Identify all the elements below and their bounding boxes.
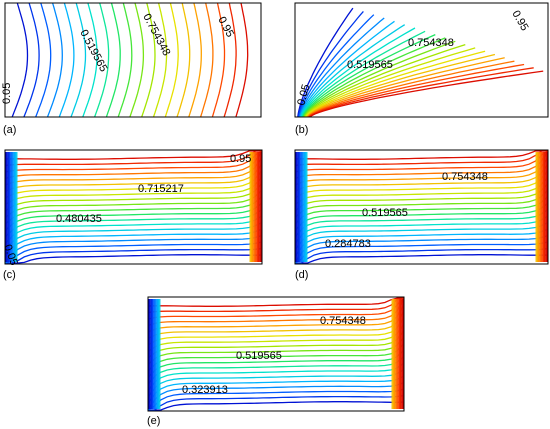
panel-c-label-2: 0.715217: [138, 183, 184, 195]
panel-c-contours: [4, 150, 263, 264]
panel-e-label-0: 0.323913: [182, 384, 228, 396]
panel-e-label-1: 0.519565: [236, 350, 282, 362]
panel-d-contours: [294, 150, 549, 264]
panel-d-caption: (d): [295, 269, 308, 281]
panel-b-label-2: 0.754348: [408, 37, 454, 49]
panel-a: 0.05 0.519565 0.754348 0.95 (a): [1, 2, 262, 136]
panel-e-frame: [147, 296, 405, 412]
panel-b-frame: [294, 2, 549, 118]
panel-b-label-1: 0.519565: [347, 59, 393, 71]
panel-e-contours: [147, 297, 405, 411]
panel-b-label-0: 0.05: [295, 83, 312, 107]
panel-a-label-2: 0.754348: [140, 12, 172, 58]
panel-c: 0.05 0.480435 0.715217 0.95 (c): [1, 149, 263, 281]
panel-b-contours: [297, 7, 544, 118]
panel-b: 0.05 0.519565 0.754348 0.95 (b): [294, 2, 549, 136]
panel-a-frame: [4, 2, 262, 118]
panel-a-caption: (a): [3, 124, 16, 136]
panel-d-label-2: 0.754348: [442, 171, 488, 183]
panel-e-label-2: 0.754348: [320, 315, 366, 327]
panel-c-caption: (c): [3, 269, 16, 281]
panel-d-label-1: 0.519565: [362, 207, 408, 219]
panel-c-frame: [4, 149, 263, 265]
panel-e: 0.323913 0.519565 0.754348 (e): [147, 296, 405, 427]
panel-a-label-1: 0.519565: [77, 28, 109, 74]
panel-b-label-3: 0.95: [509, 9, 530, 34]
panel-d-frame: [294, 149, 549, 265]
panel-d-label-0: 0.284783: [325, 238, 371, 250]
panel-e-caption: (e): [147, 415, 160, 427]
panel-b-caption: (b): [295, 124, 308, 136]
panel-a-contours: [11, 2, 249, 118]
panel-a-label-0: 0.05: [1, 83, 13, 104]
panel-c-label-3: 0.95: [230, 153, 251, 165]
panel-d: 0.284783 0.519565 0.754348 (d): [294, 149, 549, 281]
panel-c-label-1: 0.480435: [56, 213, 102, 225]
